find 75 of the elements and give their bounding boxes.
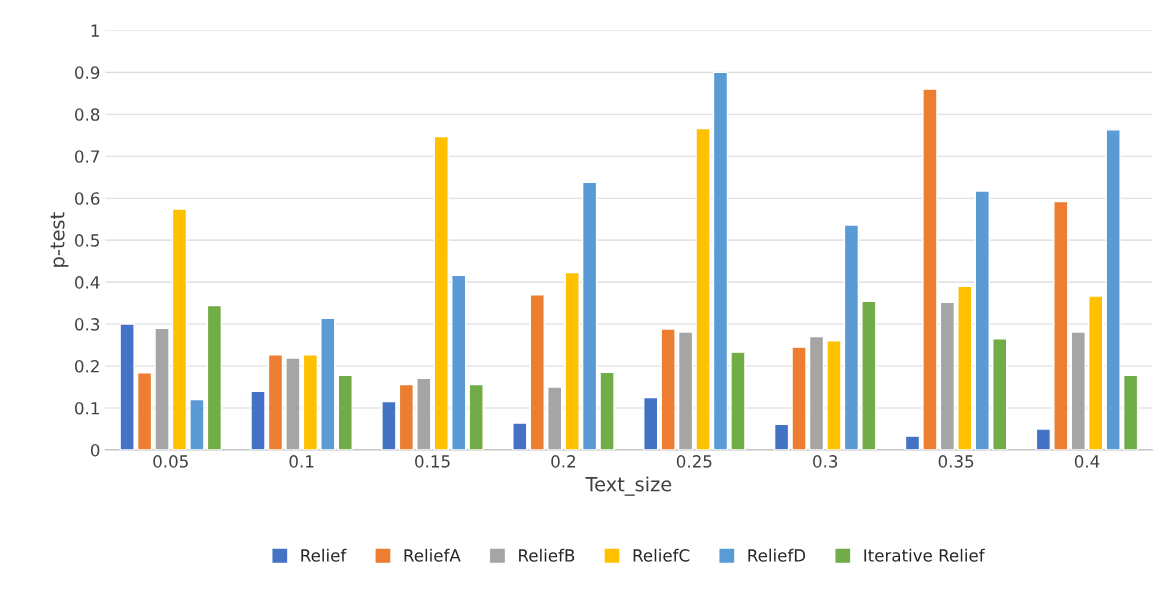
x-tick-label: 0.1 (289, 455, 314, 468)
bar (154, 327, 170, 450)
y-tick-label: 0.8 (75, 108, 100, 121)
bar (712, 71, 729, 450)
bar (398, 383, 415, 450)
x-tick-label: 0.4 (1074, 455, 1100, 468)
bar (974, 190, 990, 450)
bar (730, 351, 746, 450)
y-tick-label: 0 (90, 443, 100, 457)
legend-label: ReliefB (519, 548, 575, 562)
bar (904, 435, 921, 450)
x-tick-label: 0.3 (813, 455, 838, 468)
bar (267, 353, 284, 450)
bar (791, 346, 807, 450)
bar (285, 357, 301, 450)
bar (660, 328, 676, 450)
bar (695, 127, 711, 450)
bar (808, 335, 825, 450)
y-tick-label: 0.2 (75, 359, 99, 373)
bar (992, 338, 1008, 450)
bar (302, 353, 319, 450)
bar (1088, 295, 1104, 450)
bar (512, 422, 528, 450)
legend-label: Iterative Relief (864, 548, 985, 562)
bar (320, 317, 336, 450)
bar (136, 372, 153, 450)
legend-label: Relief (301, 548, 347, 562)
bar (939, 301, 956, 450)
bar (1070, 331, 1086, 450)
bar (250, 390, 266, 450)
bar (529, 294, 545, 450)
bar (599, 371, 615, 450)
bar (643, 396, 659, 450)
x-tick-label: 0.25 (676, 455, 712, 468)
bar (1053, 200, 1069, 450)
x-tick-label: 0.2 (551, 455, 576, 468)
bar (564, 271, 580, 450)
bar (1105, 129, 1121, 450)
y-tick-label: 0.3 (75, 318, 100, 331)
bar (381, 400, 397, 450)
x-tick-label: 0.05 (153, 455, 188, 468)
bar (773, 423, 790, 450)
bar (861, 300, 877, 450)
bar (581, 181, 598, 450)
bar (468, 383, 484, 450)
y-axis-title: p-test (50, 212, 69, 267)
bar (677, 331, 694, 450)
bar (451, 274, 467, 450)
bar (826, 340, 842, 450)
bar (189, 398, 205, 450)
bar (206, 304, 223, 450)
bar (171, 208, 188, 450)
bar (1122, 374, 1139, 450)
bar (416, 377, 432, 450)
y-tick-label: 0.6 (75, 192, 100, 205)
bar (119, 323, 135, 450)
x-tick-label: 0.15 (415, 455, 450, 468)
bar (1035, 428, 1052, 450)
legend-label: ReliefD (748, 548, 806, 562)
y-tick-label: 0.7 (75, 150, 100, 163)
bar (843, 224, 860, 450)
bar (433, 135, 449, 450)
legend-label: ReliefA (404, 548, 461, 562)
y-tick-label: 0.4 (75, 276, 100, 289)
bar (957, 285, 973, 450)
bar (922, 88, 938, 450)
y-tick-label: 0.1 (75, 401, 99, 415)
x-tick-label: 0.35 (938, 455, 974, 468)
y-tick-label: 0.9 (75, 66, 100, 79)
legend-label: ReliefC (633, 548, 690, 562)
bar (547, 386, 563, 450)
y-tick-label: 1 (91, 24, 99, 37)
bar (337, 374, 353, 450)
y-tick-label: 0.5 (75, 234, 99, 247)
x-axis-title: Text_size (585, 476, 672, 496)
